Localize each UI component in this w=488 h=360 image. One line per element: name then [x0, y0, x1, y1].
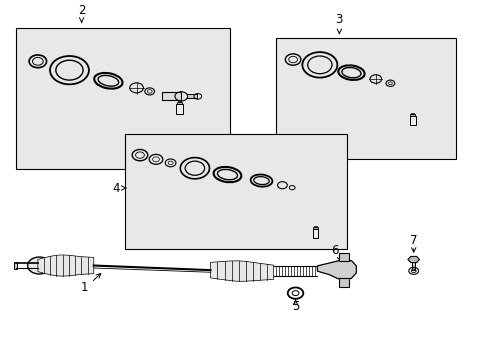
Polygon shape	[407, 256, 419, 262]
Bar	[178, 100, 181, 102]
Bar	[409, 114, 414, 116]
Polygon shape	[317, 261, 356, 280]
Text: 7: 7	[409, 234, 417, 247]
Bar	[276, 38, 455, 159]
Text: 4: 4	[112, 181, 119, 194]
Polygon shape	[339, 253, 348, 261]
Text: 5: 5	[291, 300, 299, 313]
Bar	[312, 227, 317, 229]
Polygon shape	[339, 278, 348, 287]
Bar	[177, 102, 182, 104]
Text: 2: 2	[78, 4, 85, 17]
Text: 3: 3	[335, 13, 342, 26]
Circle shape	[28, 257, 51, 274]
Bar	[176, 104, 183, 114]
Text: 1: 1	[80, 281, 88, 294]
Bar	[16, 28, 229, 169]
Bar	[410, 113, 413, 114]
Polygon shape	[210, 261, 273, 281]
Bar	[312, 229, 318, 238]
Bar	[14, 262, 18, 269]
Bar	[162, 93, 181, 100]
Text: 6: 6	[330, 244, 338, 257]
Bar	[187, 94, 197, 99]
Bar	[409, 116, 415, 125]
Polygon shape	[38, 255, 94, 276]
Bar	[125, 134, 346, 249]
Bar	[313, 226, 316, 227]
Bar	[411, 262, 414, 270]
